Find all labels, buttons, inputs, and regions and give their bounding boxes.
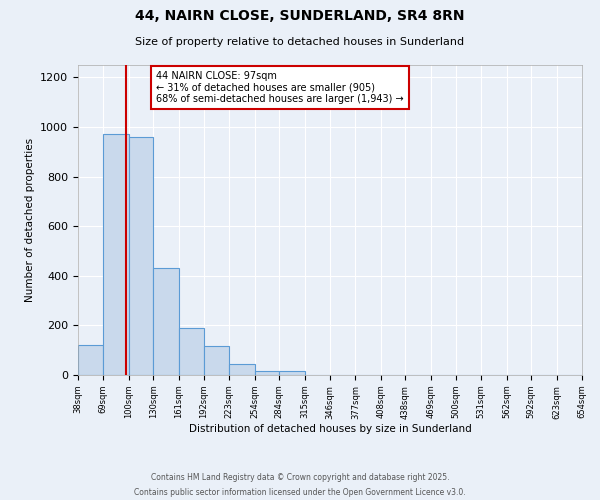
Bar bbox=[204, 346, 229, 375]
Bar bbox=[229, 364, 255, 375]
Bar bbox=[255, 370, 279, 375]
Text: Size of property relative to detached houses in Sunderland: Size of property relative to detached ho… bbox=[136, 37, 464, 47]
Text: Contains HM Land Registry data © Crown copyright and database right 2025.: Contains HM Land Registry data © Crown c… bbox=[151, 473, 449, 482]
Text: 44 NAIRN CLOSE: 97sqm
← 31% of detached houses are smaller (905)
68% of semi-det: 44 NAIRN CLOSE: 97sqm ← 31% of detached … bbox=[156, 71, 404, 104]
Bar bbox=[103, 134, 129, 375]
Bar bbox=[129, 137, 153, 375]
Bar bbox=[153, 268, 179, 375]
X-axis label: Distribution of detached houses by size in Sunderland: Distribution of detached houses by size … bbox=[188, 424, 472, 434]
Bar bbox=[179, 328, 204, 375]
Y-axis label: Number of detached properties: Number of detached properties bbox=[25, 138, 35, 302]
Text: 44, NAIRN CLOSE, SUNDERLAND, SR4 8RN: 44, NAIRN CLOSE, SUNDERLAND, SR4 8RN bbox=[135, 9, 465, 23]
Bar bbox=[279, 372, 305, 375]
Bar bbox=[78, 345, 103, 375]
Text: Contains public sector information licensed under the Open Government Licence v3: Contains public sector information licen… bbox=[134, 488, 466, 497]
